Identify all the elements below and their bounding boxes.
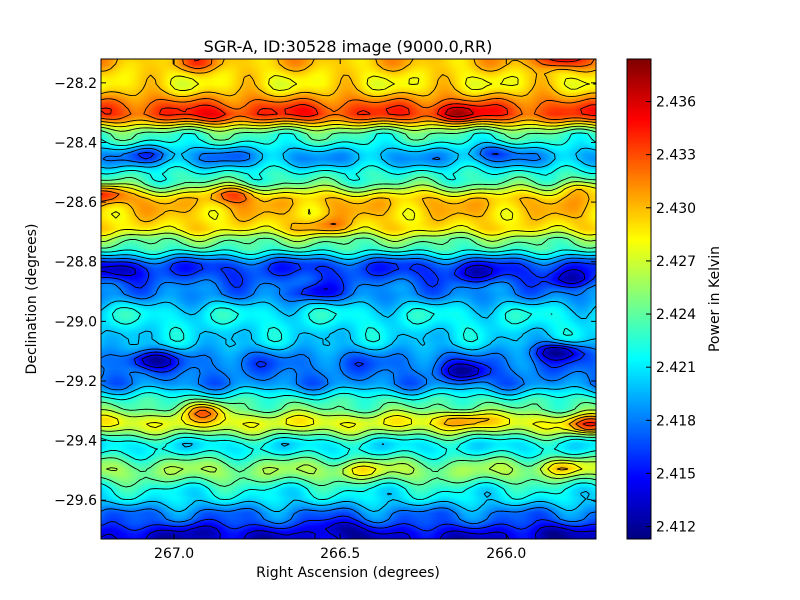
y-tick-label: −28.8 xyxy=(54,255,97,271)
y-tick-label: −29.4 xyxy=(54,434,97,450)
contour-level-2-432 xyxy=(101,59,596,430)
colorbar-tick-label: 2.436 xyxy=(656,95,696,111)
colorbar-ticks: 2.412 2.415 2.418 2.421 2.424 2.427 2.430 2.433… xyxy=(646,95,696,536)
colorbar-tick-label: 2.415 xyxy=(656,466,696,482)
x-tick-label: 267.0 xyxy=(154,546,194,562)
colorbar-tick-label: 2.427 xyxy=(656,254,696,270)
y-axis-ticks: −28.2 −28.4 −28.6 −28.8 −29.0 −29.2 −29.4 −29.6 xyxy=(54,76,596,509)
contour-level-2-430 xyxy=(101,59,596,471)
contour-level-2-428 xyxy=(101,75,596,477)
y-tick-label: −28.4 xyxy=(54,135,97,151)
plot-frame xyxy=(100,58,597,540)
contour-lines xyxy=(101,59,596,539)
y-tick-label: −28.6 xyxy=(54,195,97,211)
contour-level-2-436 xyxy=(444,106,474,118)
contour-level-2-426 xyxy=(101,125,596,480)
contour-level-2-424 xyxy=(101,128,596,488)
contour-level-2-414 xyxy=(101,264,596,539)
heatmap-plot-area xyxy=(101,59,596,539)
chart-title: SGR-A, ID:30528 image (9000.0,RR) xyxy=(204,37,493,56)
contour-level-2-416 xyxy=(101,152,596,532)
contour-level-2-422 xyxy=(101,132,596,501)
colorbar-label: Power in Kelvin xyxy=(707,246,723,352)
y-tick-label: −29.0 xyxy=(54,314,97,330)
colorbar-tick-label: 2.412 xyxy=(656,520,696,536)
y-tick-label: −29.2 xyxy=(54,374,97,390)
colorbar-tick-label: 2.418 xyxy=(656,413,696,429)
x-tick-label: 266.0 xyxy=(486,546,526,562)
colorbar-tick-label: 2.433 xyxy=(656,148,696,164)
colorbar-tick-label: 2.430 xyxy=(656,201,696,217)
colorbar-gradient xyxy=(627,59,651,539)
x-tick-label: 266.5 xyxy=(320,546,360,562)
y-axis-label: Declination (degrees) xyxy=(24,224,40,375)
colorbar-tick-label: 2.421 xyxy=(656,360,696,376)
colorbar-tick-label: 2.424 xyxy=(656,307,696,323)
contour-level-2-434 xyxy=(101,59,596,427)
x-axis-label: Right Ascension (degrees) xyxy=(256,565,440,581)
contour-level-2-418 xyxy=(101,146,596,525)
contour-level-2-420 xyxy=(101,141,596,513)
colorbar-frame xyxy=(626,58,652,540)
x-axis-ticks: 267.0 266.5 266.0 xyxy=(154,59,526,562)
y-tick-label: −28.2 xyxy=(54,76,97,92)
y-tick-label: −29.6 xyxy=(54,493,97,509)
